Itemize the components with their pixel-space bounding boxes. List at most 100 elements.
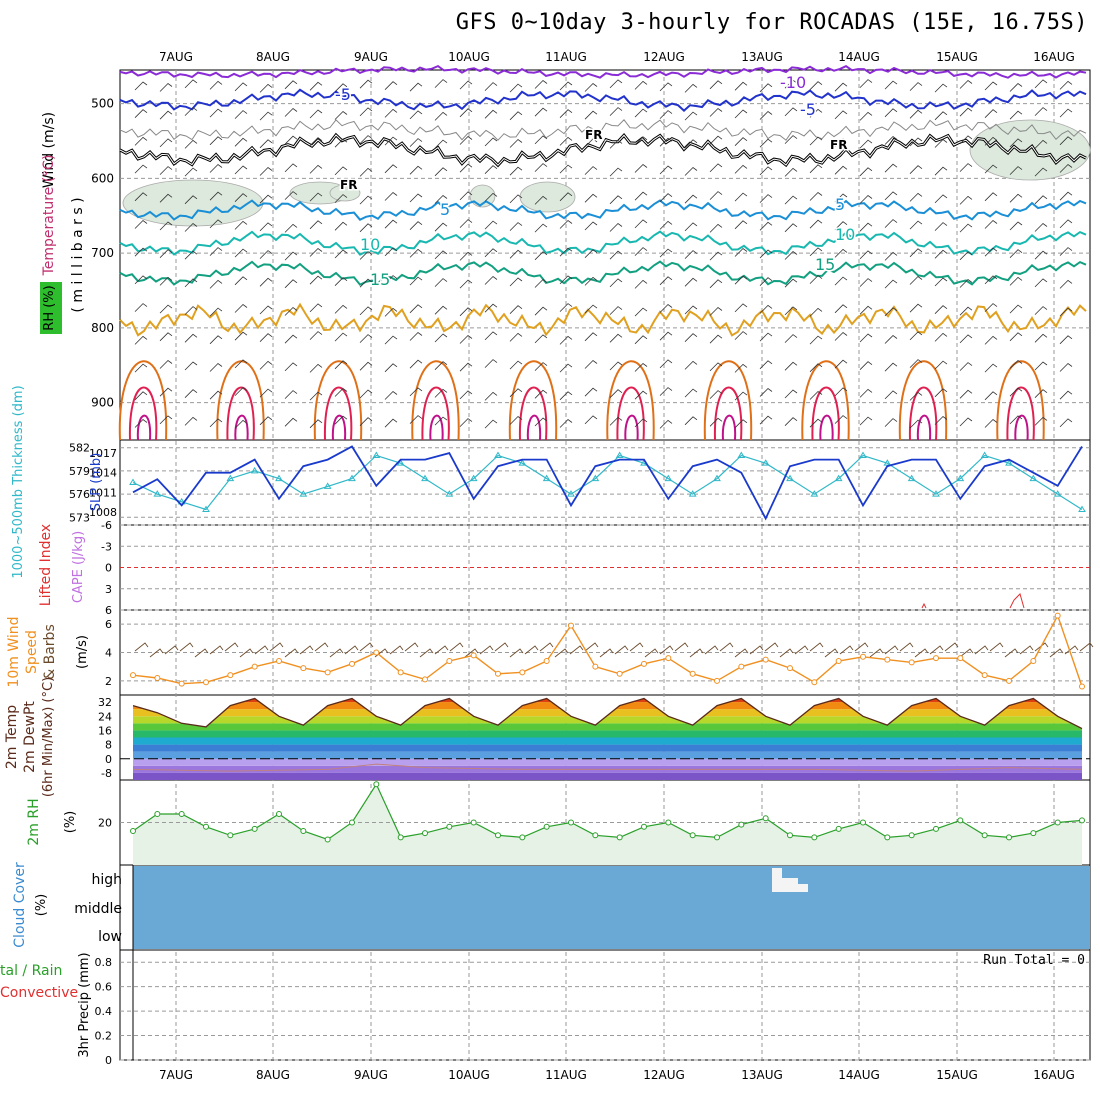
- thickness-line-point: [567, 490, 575, 497]
- wind-barb: [234, 193, 248, 202]
- wind-barb: [234, 303, 248, 313]
- wind-barb: [359, 278, 373, 288]
- wind-barb: [459, 279, 473, 289]
- rh2m-line-point: [689, 832, 696, 839]
- wind10-speed-line-point: [592, 663, 599, 670]
- rh-shading: [519, 181, 576, 213]
- wind-barb: [1059, 335, 1073, 345]
- rh2m-line-point: [203, 823, 209, 830]
- wind-barb: [509, 415, 523, 425]
- wind-barb: [784, 334, 798, 343]
- wind-barb: [134, 109, 148, 118]
- wind-barb: [384, 136, 398, 146]
- wind-barb: [584, 304, 598, 314]
- thickness-line-point: [421, 474, 429, 482]
- date-label-top: 8AUG: [256, 50, 290, 64]
- wind-barb: [284, 390, 298, 399]
- wind-barb: [459, 418, 473, 427]
- thickness-line-point: [834, 474, 843, 482]
- wind10-barb: [209, 645, 224, 655]
- wind10-speed-line-point: [349, 660, 355, 667]
- wind-barb: [1009, 166, 1023, 175]
- wind-barb: [659, 303, 673, 313]
- wind10-speed-line-point: [714, 677, 720, 684]
- temp2m-line: [132, 697, 1083, 730]
- cloud-level-low: low: [98, 929, 122, 945]
- wind-barb: [659, 359, 673, 369]
- wind-barb: [759, 138, 773, 148]
- wind-barb: [409, 304, 423, 314]
- wind10-barb: [344, 645, 359, 655]
- wind10-speed-line-point: [1079, 683, 1085, 690]
- date-label-bottom: 10AUG: [448, 1068, 490, 1082]
- wind-barb: [234, 248, 248, 258]
- contour-temp-25: [898, 360, 948, 441]
- wind-barb: [259, 111, 273, 121]
- wind-barb: [584, 166, 598, 175]
- wind-barb: [184, 195, 198, 205]
- wind-barb: [759, 415, 773, 425]
- rh2m-line-point: [762, 815, 769, 822]
- wind-barb: [209, 247, 223, 256]
- wind-barb: [1034, 306, 1048, 315]
- wind-barb: [234, 359, 248, 369]
- wind-barb: [809, 307, 823, 317]
- temp-tick: 8: [105, 739, 112, 752]
- contour-label: -5: [800, 100, 816, 119]
- wind-barb: [1009, 82, 1023, 92]
- wind-barb: [884, 135, 898, 145]
- wind-barb: [634, 335, 648, 345]
- wind-barb: [134, 275, 148, 285]
- contour-temp-25: [118, 360, 168, 441]
- wind-barb: [1034, 222, 1048, 232]
- wind10-barb: [509, 648, 524, 658]
- slp-tick: 1011: [89, 486, 117, 499]
- contour-temp-35: [721, 414, 737, 441]
- wind10-speed-line-point: [251, 663, 258, 670]
- wind-barb: [384, 390, 398, 400]
- wind-barb: [884, 163, 898, 173]
- rh2m-line-point: [811, 834, 818, 841]
- wind-barb: [484, 331, 498, 341]
- wind-barb: [234, 137, 248, 147]
- rh2m-line-point: [349, 819, 355, 826]
- wind-barb: [609, 333, 623, 343]
- thickness-line-point: [226, 474, 235, 482]
- wind-barb: [584, 276, 598, 286]
- thickness-line-point: [250, 466, 259, 474]
- wind-barb: [184, 333, 198, 343]
- wind-barb: [859, 222, 873, 232]
- wind-barb: [759, 249, 773, 259]
- wind-barb: [1034, 389, 1048, 398]
- wind-barb: [559, 303, 573, 312]
- cloud-unit: (%): [34, 894, 49, 917]
- wind10-speed-line-point: [641, 660, 647, 667]
- rh2m-line-point: [981, 832, 988, 839]
- wind-barb: [1009, 110, 1023, 120]
- date-label-top: 7AUG: [159, 50, 193, 64]
- wind-barb: [709, 334, 723, 344]
- wind10-speed-line-point: [689, 670, 696, 677]
- wind-barb: [659, 220, 673, 230]
- wind-barb: [534, 163, 548, 172]
- wind-barb: [759, 277, 773, 286]
- wind-barb: [284, 306, 298, 316]
- wind-barb: [534, 79, 548, 89]
- wind-barb: [509, 360, 523, 370]
- wind10-barb: [959, 648, 974, 658]
- contour-label: 10: [835, 225, 855, 244]
- wind-barb: [634, 108, 648, 118]
- wind-barb: [259, 250, 273, 259]
- wind-barb: [934, 277, 948, 287]
- wind-barb: [234, 331, 248, 341]
- wind-barb: [234, 276, 248, 286]
- precip-tick: 0.4: [95, 1005, 113, 1018]
- wind-barb: [984, 391, 998, 401]
- wind-barb: [309, 247, 323, 257]
- wind-barb: [484, 220, 498, 230]
- rh2m-line-point: [908, 832, 915, 839]
- rh2m-line-point: [495, 832, 501, 839]
- li-tick: 0: [105, 562, 112, 575]
- wind10-speed-line-point: [300, 665, 307, 672]
- wind-barb: [934, 111, 948, 121]
